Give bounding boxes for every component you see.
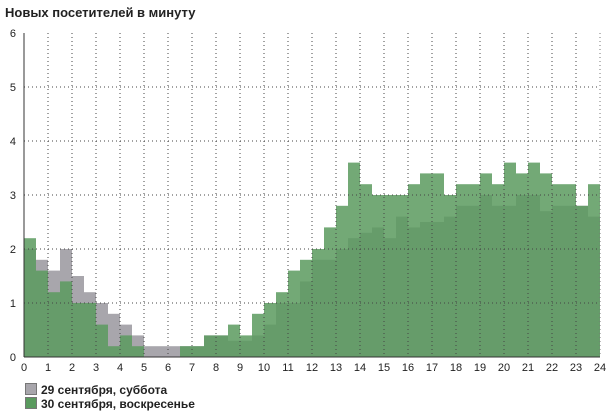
bar-series-1-31 bbox=[396, 195, 408, 357]
x-tick-label-1: 1 bbox=[45, 362, 51, 374]
x-tick-label-2: 2 bbox=[69, 362, 75, 374]
y-tick-label-2: 2 bbox=[10, 244, 16, 256]
x-tick-label-18: 18 bbox=[450, 362, 462, 374]
x-tick-label-23: 23 bbox=[570, 362, 582, 374]
chart-title: Новых посетителей в минуту bbox=[5, 5, 196, 20]
bar-series-1-40 bbox=[504, 162, 516, 357]
y-tick-label-1: 1 bbox=[10, 298, 16, 310]
bar-series-1-14 bbox=[192, 346, 204, 357]
bar-series-1-46 bbox=[576, 205, 588, 357]
bar-series-1-15 bbox=[204, 335, 216, 357]
x-tick-label-7: 7 bbox=[189, 362, 195, 374]
bar-series-1-24 bbox=[312, 249, 324, 357]
bar-series-1-6 bbox=[96, 324, 108, 357]
x-tick-label-0: 0 bbox=[21, 362, 27, 374]
x-tick-label-12: 12 bbox=[306, 362, 318, 374]
x-tick-label-19: 19 bbox=[474, 362, 486, 374]
bar-series-0-11 bbox=[156, 346, 168, 357]
x-tick-label-6: 6 bbox=[165, 362, 171, 374]
bar-series-1-28 bbox=[360, 184, 372, 357]
x-tick-label-13: 13 bbox=[330, 362, 342, 374]
bar-series-1-29 bbox=[372, 195, 384, 357]
bar-series-1-18 bbox=[240, 335, 252, 357]
bar-series-0-12 bbox=[168, 346, 180, 357]
y-tick-label-6: 6 bbox=[10, 28, 16, 40]
bar-series-1-32 bbox=[408, 184, 420, 357]
y-tick-label-0: 0 bbox=[10, 352, 16, 364]
bar-series-1-23 bbox=[300, 259, 312, 357]
bar-series-1-0 bbox=[24, 238, 36, 357]
bar-series-1-35 bbox=[444, 195, 456, 357]
bar-series-1-21 bbox=[276, 292, 288, 357]
bar-series-1-2 bbox=[48, 292, 60, 357]
x-tick-label-14: 14 bbox=[354, 362, 366, 374]
bar-series-1-25 bbox=[324, 227, 336, 357]
x-tick-label-4: 4 bbox=[117, 362, 123, 374]
bar-series-1-33 bbox=[420, 173, 432, 357]
bar-series-1-44 bbox=[552, 184, 564, 357]
bar-series-1-20 bbox=[264, 303, 276, 357]
legend-label-saturday: 29 сентября, суббота bbox=[41, 383, 168, 397]
bar-series-1-17 bbox=[228, 324, 240, 357]
x-tick-label-10: 10 bbox=[258, 362, 270, 374]
bar-series-1-45 bbox=[564, 184, 576, 357]
legend-swatch-saturday bbox=[25, 383, 37, 395]
x-tick-label-8: 8 bbox=[213, 362, 219, 374]
bar-series-1-19 bbox=[252, 313, 264, 357]
bar-series-1-8 bbox=[120, 335, 132, 357]
bar-series-1-5 bbox=[84, 303, 96, 357]
bar-series-1-26 bbox=[336, 205, 348, 357]
x-tick-label-17: 17 bbox=[426, 362, 438, 374]
x-tick-label-9: 9 bbox=[237, 362, 243, 374]
legend-swatch-sunday bbox=[25, 397, 37, 409]
x-tick-label-22: 22 bbox=[546, 362, 558, 374]
bar-series-1-3 bbox=[60, 281, 72, 357]
bar-series-1-37 bbox=[468, 184, 480, 357]
y-tick-label-5: 5 bbox=[10, 82, 16, 94]
bar-series-1-39 bbox=[492, 184, 504, 357]
legend-label-sunday: 30 сентября, воскресенье bbox=[41, 397, 195, 411]
bar-series-1-16 bbox=[216, 335, 228, 357]
bar-series-1-1 bbox=[36, 270, 48, 357]
bar-series-1-36 bbox=[456, 184, 468, 357]
bar-series-1-38 bbox=[480, 173, 492, 357]
bar-series-1-7 bbox=[108, 346, 120, 357]
y-tick-label-4: 4 bbox=[10, 136, 16, 148]
x-tick-label-15: 15 bbox=[378, 362, 390, 374]
bar-series-1-27 bbox=[348, 162, 360, 357]
legend-item-sunday: 30 сентября, воскресенье bbox=[25, 397, 195, 411]
x-tick-label-20: 20 bbox=[498, 362, 510, 374]
bar-series-1-34 bbox=[432, 173, 444, 357]
bar-series-1-9 bbox=[132, 346, 144, 357]
bar-series-1-43 bbox=[540, 173, 552, 357]
x-tick-label-11: 11 bbox=[282, 362, 293, 374]
bar-series-1-22 bbox=[288, 270, 300, 357]
bar-series-1-4 bbox=[72, 303, 84, 357]
legend-item-saturday: 29 сентября, суббота bbox=[25, 383, 167, 397]
x-tick-label-3: 3 bbox=[93, 362, 99, 374]
bar-series-1-42 bbox=[528, 162, 540, 357]
x-tick-label-16: 16 bbox=[402, 362, 414, 374]
y-tick-label-3: 3 bbox=[10, 190, 16, 202]
bar-series-1-30 bbox=[384, 195, 396, 357]
bar-series-0-10 bbox=[144, 346, 156, 357]
bar-series-1-41 bbox=[516, 173, 528, 357]
x-tick-label-21: 21 bbox=[522, 362, 534, 374]
x-tick-label-24: 24 bbox=[594, 362, 606, 374]
bar-series-1-47 bbox=[588, 184, 600, 357]
bar-series-1-13 bbox=[180, 346, 192, 357]
x-tick-label-5: 5 bbox=[141, 362, 147, 374]
